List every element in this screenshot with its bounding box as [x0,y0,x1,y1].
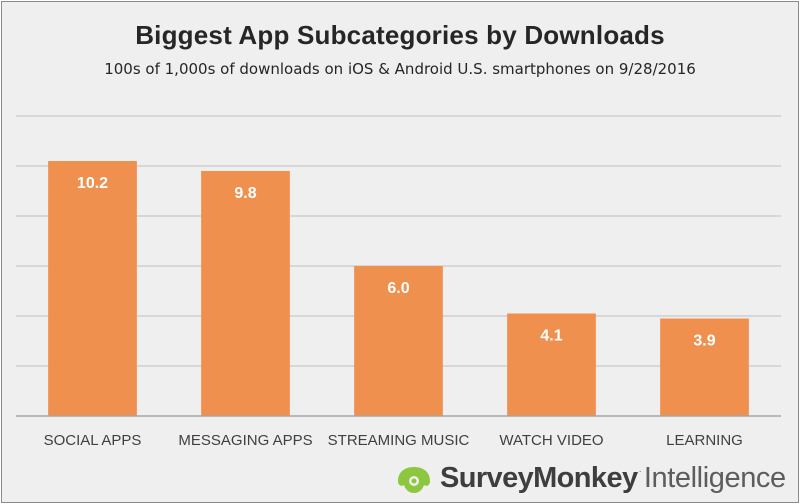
bar [507,313,596,416]
bar [660,318,749,416]
data-label: 4.1 [540,328,562,345]
chart-subtitle: 100s of 1,000s of downloads on iOS & And… [104,60,696,78]
logo-brand-text: SurveyMonkey [440,461,638,494]
category-label: WATCH VIDEO [499,432,603,449]
data-label: 3.9 [693,333,715,350]
data-label: 6.0 [387,280,409,297]
category-label: LEARNING [666,432,743,449]
logo-separator: · [638,465,642,477]
data-label: 10.2 [77,175,108,192]
category-label: SOCIAL APPS [44,432,142,449]
data-label: 9.8 [234,185,256,202]
bar [48,161,137,416]
surveymonkey-logo-icon [398,467,430,493]
chart-title: Biggest App Subcategories by Downloads [135,20,665,50]
logo-product-text: Intelligence [643,461,786,494]
bar [354,266,443,416]
brand-logo: SurveyMonkey · Intelligence [394,458,786,498]
bar [201,171,290,416]
category-label: MESSAGING APPS [178,432,312,449]
category-label: STREAMING MUSIC [328,432,470,449]
